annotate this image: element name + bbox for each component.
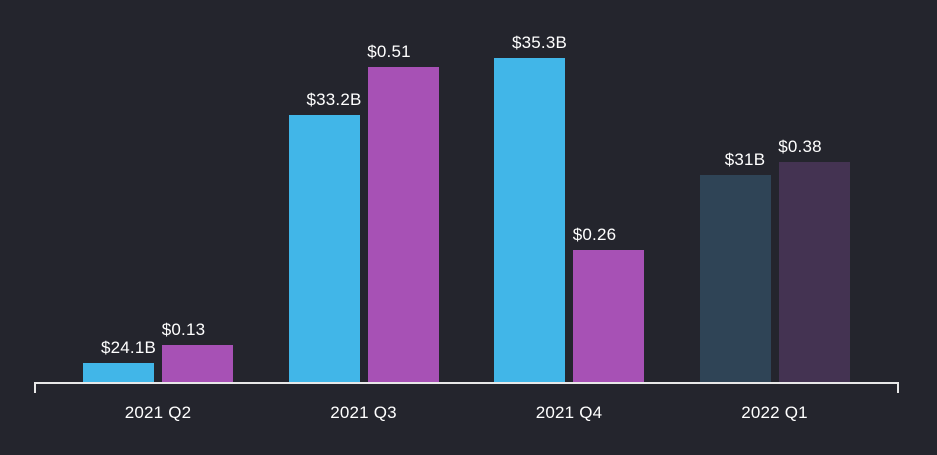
bar-blue-series[interactable] xyxy=(699,175,771,382)
x-axis-tick-end xyxy=(897,382,899,393)
bar-purple-series[interactable] xyxy=(162,345,233,382)
x-axis-line xyxy=(34,382,899,393)
bar-purple-series[interactable] xyxy=(778,162,850,382)
x-axis-tick-start xyxy=(34,382,36,393)
x-axis-label: 2021 Q4 xyxy=(535,403,603,422)
x-axis-label: 2021 Q2 xyxy=(124,403,192,422)
bar-value-label: $33.2B xyxy=(306,90,362,110)
bar-purple-series[interactable] xyxy=(367,67,439,382)
bar-value-label: $0.38 xyxy=(778,137,822,157)
x-axis-label: 2021 Q3 xyxy=(330,403,397,422)
bar-blue-series[interactable] xyxy=(83,363,154,382)
bar-value-label: $35.3B xyxy=(511,33,568,53)
x-axis-label: 2022 Q1 xyxy=(741,403,808,422)
bar-blue-series[interactable] xyxy=(288,115,360,382)
bar-value-label: $24.1B xyxy=(100,337,157,357)
bar-value-label: $0.13 xyxy=(161,320,206,340)
bar-value-label: $0.51 xyxy=(367,42,411,62)
bar-purple-series[interactable] xyxy=(573,250,644,382)
bar-blue-series[interactable] xyxy=(494,58,565,382)
bar-value-label: $0.26 xyxy=(572,225,617,245)
bar-value-label: $31B xyxy=(724,150,766,170)
